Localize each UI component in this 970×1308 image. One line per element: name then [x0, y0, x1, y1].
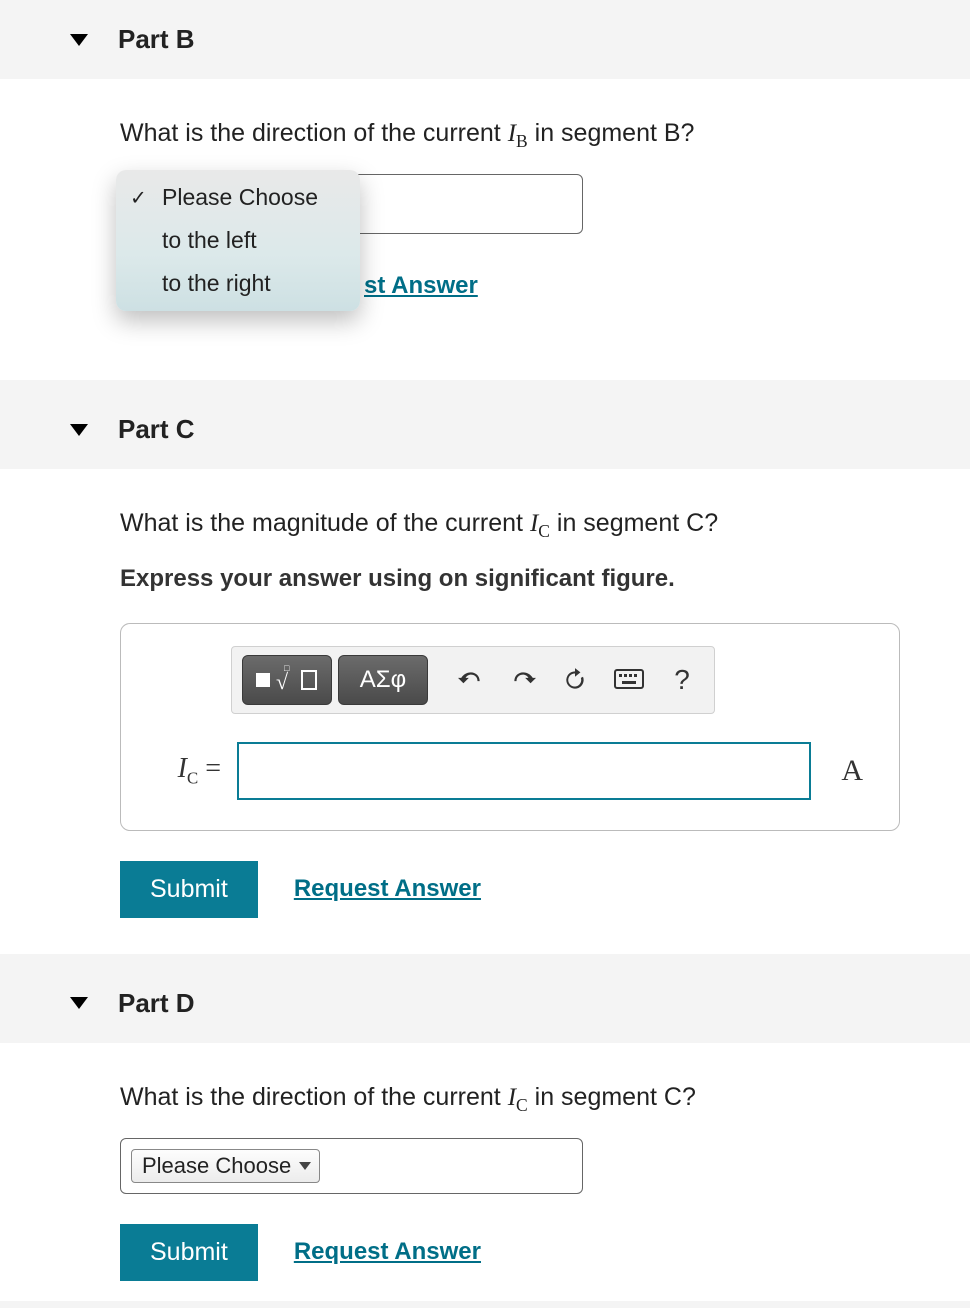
symbols-button[interactable]: ΑΣφ [338, 655, 428, 705]
svg-text:√: √ [276, 669, 289, 694]
select-trigger[interactable]: Please Choose [131, 1149, 320, 1183]
request-label: Request Answer [294, 1238, 481, 1265]
request-answer-link-fragment[interactable]: st Answer [364, 272, 478, 300]
question-text: What is the direction of the current [120, 1083, 508, 1111]
answer-row: IC = A [151, 742, 869, 800]
redo-button[interactable] [500, 655, 546, 705]
templates-icon: □ √ [254, 665, 320, 695]
part-c-instruction: Express your answer using on significant… [120, 565, 934, 593]
request-answer-link[interactable]: Request Answer [294, 875, 481, 903]
part-b: Part B What is the direction of the curr… [0, 0, 970, 380]
part-c-body: What is the magnitude of the current IC … [0, 469, 970, 953]
answer-input[interactable] [237, 742, 811, 800]
reset-icon [562, 667, 588, 693]
part-b-body: What is the direction of the current IB … [0, 79, 970, 380]
part-c-title: Part C [118, 414, 195, 444]
question-text: What is the direction of the current [120, 119, 508, 147]
part-c-actions: Submit Request Answer [120, 861, 934, 918]
answer-var: I [178, 753, 187, 784]
part-b-select-area: ✓ Please Choose to the left to the right… [120, 174, 934, 344]
dropdown-option-label: to the right [162, 270, 271, 296]
part-d-question: What is the direction of the current IC … [120, 1079, 934, 1118]
caret-down-icon [70, 424, 88, 436]
answer-eq: = [198, 753, 221, 784]
part-c-header[interactable]: Part C [0, 390, 970, 469]
submit-label: Submit [150, 875, 228, 903]
submit-button[interactable]: Submit [120, 861, 258, 918]
answer-sub: C [187, 768, 198, 787]
select-value: Please Choose [142, 1153, 291, 1179]
dropdown-option-0[interactable]: ✓ Please Choose [116, 176, 360, 219]
dropdown-option-label: to the left [162, 227, 257, 253]
question-suffix: in segment B? [528, 119, 695, 147]
undo-icon [458, 667, 484, 693]
question-sub: C [516, 1095, 528, 1115]
section-gap [0, 954, 970, 964]
question-suffix: in segment C? [528, 1083, 696, 1111]
answer-box: □ √ ΑΣφ [120, 623, 900, 831]
help-button[interactable]: ? [660, 655, 704, 705]
dropdown-menu: ✓ Please Choose to the left to the right [116, 170, 360, 311]
caret-down-icon [70, 997, 88, 1009]
part-c-question: What is the magnitude of the current IC … [120, 505, 934, 544]
undo-button[interactable] [448, 655, 494, 705]
dropdown-option-1[interactable]: to the left [116, 219, 360, 262]
equation-toolbar: □ √ ΑΣφ [231, 646, 715, 714]
redo-icon [510, 667, 536, 693]
part-c: Part C What is the magnitude of the curr… [0, 390, 970, 953]
symbols-label: ΑΣφ [360, 666, 406, 694]
help-label: ? [674, 664, 690, 696]
answer-label: IC = [151, 753, 221, 789]
part-b-question: What is the direction of the current IB … [120, 115, 934, 154]
keyboard-button[interactable] [604, 655, 654, 705]
dropdown-option-label: Please Choose [162, 184, 318, 210]
part-b-header[interactable]: Part B [0, 0, 970, 79]
request-label: Request Answer [294, 875, 481, 902]
answer-unit: A [827, 754, 869, 788]
question-var: I [508, 120, 516, 147]
dropdown-option-2[interactable]: to the right [116, 262, 360, 305]
templates-button[interactable]: □ √ [242, 655, 332, 705]
keyboard-icon [614, 669, 644, 691]
part-d-actions: Submit Request Answer [120, 1224, 934, 1281]
section-gap [0, 380, 970, 390]
part-b-title: Part B [118, 24, 195, 54]
request-answer-link[interactable]: Request Answer [294, 1238, 481, 1266]
chevron-down-icon [299, 1162, 311, 1170]
check-icon: ✓ [130, 185, 147, 210]
question-sub: B [516, 131, 528, 151]
question-sub: C [538, 521, 550, 541]
caret-down-icon [70, 34, 88, 46]
part-d-select[interactable]: Please Choose [120, 1138, 583, 1194]
part-d-title: Part D [118, 988, 195, 1018]
question-var: I [508, 1084, 516, 1111]
submit-button[interactable]: Submit [120, 1224, 258, 1281]
part-d-header[interactable]: Part D [0, 964, 970, 1043]
submit-label: Submit [150, 1238, 228, 1266]
question-suffix: in segment C? [550, 509, 718, 537]
reset-button[interactable] [552, 655, 598, 705]
part-d-body: What is the direction of the current IC … [0, 1043, 970, 1301]
question-text: What is the magnitude of the current [120, 509, 530, 537]
part-d: Part D What is the direction of the curr… [0, 964, 970, 1301]
